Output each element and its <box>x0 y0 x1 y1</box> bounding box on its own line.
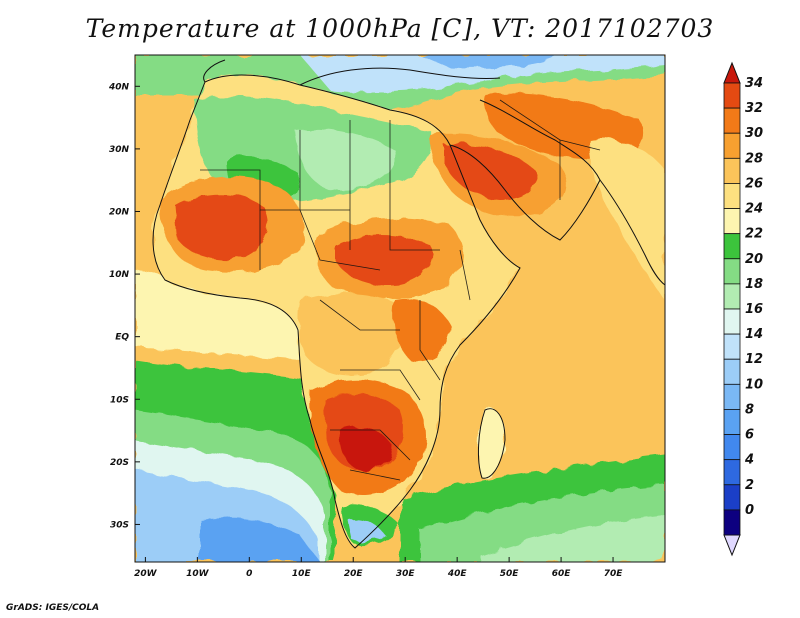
colorbar-label: 8 <box>745 402 754 417</box>
lat-tick-label: 10N <box>109 270 130 280</box>
colorbar-swatch <box>723 509 741 536</box>
latitude-axis: 40N 30N 20N 10N EQ 10S 20S 30S <box>108 82 140 530</box>
colorbar-swatch <box>723 132 741 159</box>
colorbar-label: 12 <box>745 352 763 367</box>
india-warm <box>590 139 665 300</box>
lon-tick-label: 40E <box>447 569 468 579</box>
eastern-europe-cold-band <box>420 55 560 69</box>
lon-tick-label: 20W <box>134 569 158 579</box>
colorbar-label: 28 <box>745 151 763 166</box>
colorbar-label: 20 <box>745 252 763 267</box>
colorbar-swatch <box>723 409 741 435</box>
map-frame <box>134 54 666 563</box>
lat-tick-label: EQ <box>115 333 129 343</box>
east-africa-warm <box>393 298 450 361</box>
colorbar-swatch <box>723 157 741 184</box>
colorbar-label: 22 <box>745 227 763 242</box>
colorbar-swatch <box>723 82 741 109</box>
lon-tick-label: 20E <box>344 569 364 579</box>
lat-tick-label: 30N <box>109 145 130 155</box>
country-borders <box>200 99 601 481</box>
colorbar-bottom-arrow <box>723 534 741 557</box>
grads-credit: GrADS: IGES/COLA <box>6 603 100 613</box>
colorbar-swatch <box>723 434 741 461</box>
colorbar-swatch <box>723 333 741 360</box>
colorbar-swatch <box>723 283 741 310</box>
colorbar-label: 6 <box>745 428 754 443</box>
lon-tick-label: 10E <box>292 569 312 579</box>
longitude-axis: 20W 10W 0 10E 20E 30E 40E 50E 60E 70E <box>134 557 623 579</box>
sudan-hot-core <box>335 234 434 286</box>
colorbar-top-arrow <box>723 61 741 84</box>
lat-tick-label: 30S <box>110 520 129 530</box>
lon-tick-label: 10W <box>186 569 210 579</box>
colorbar-swatch <box>723 484 741 511</box>
temperature-field <box>135 55 665 562</box>
colorbar-label: 24 <box>745 202 763 217</box>
colorbar-swatch <box>723 208 741 235</box>
lon-tick-label: 70E <box>604 569 624 579</box>
colorbar-label: 4 <box>744 453 754 468</box>
colorbar-label: 30 <box>745 126 763 141</box>
colorbar-label: 14 <box>745 327 763 342</box>
colorbar-label: 26 <box>745 176 763 191</box>
indian-ocean-south-band-16 <box>480 515 665 562</box>
colorbar-swatch <box>723 358 741 385</box>
colorbar-label: 32 <box>745 101 763 116</box>
colorbar-swatch <box>723 308 741 335</box>
south-africa-cold <box>348 519 385 543</box>
libya-cool-zone <box>295 128 396 191</box>
madagascar <box>478 408 505 479</box>
colorbar-swatch <box>723 258 741 285</box>
colorbar-label: 0 <box>745 503 754 518</box>
colorbar-swatch <box>723 183 741 209</box>
lat-tick-label: 40N <box>108 82 130 92</box>
mali-hot-core <box>175 193 268 260</box>
colorbar-swatch <box>723 107 741 134</box>
colorbar-label: 34 <box>745 76 763 91</box>
colorbar-label: 2 <box>745 478 754 493</box>
lon-tick-label: 50E <box>500 569 520 579</box>
lon-tick-label: 30E <box>396 569 416 579</box>
congo-basin-warm <box>297 293 404 375</box>
map-title: Temperature at 1000hPa [C], VT: 20171027… <box>85 14 715 43</box>
south-atlantic-band-8 <box>200 518 320 562</box>
colorbar-label: 16 <box>745 302 763 317</box>
lat-tick-label: 20S <box>110 458 129 468</box>
lon-tick-label: 60E <box>552 569 572 579</box>
lon-tick-label: 0 <box>246 569 252 579</box>
colorbar-label: 10 <box>745 377 763 392</box>
colorbar-label: 18 <box>745 277 763 292</box>
colorbar-swatch <box>723 383 741 410</box>
botswana-hot-spot <box>339 426 392 471</box>
europe-cool-band <box>300 55 665 92</box>
colorbar-swatch <box>723 233 741 260</box>
lat-tick-label: 20N <box>109 207 130 217</box>
colorbar-swatch <box>723 459 741 486</box>
coastlines <box>152 59 665 549</box>
lat-tick-label: 10S <box>110 395 129 405</box>
